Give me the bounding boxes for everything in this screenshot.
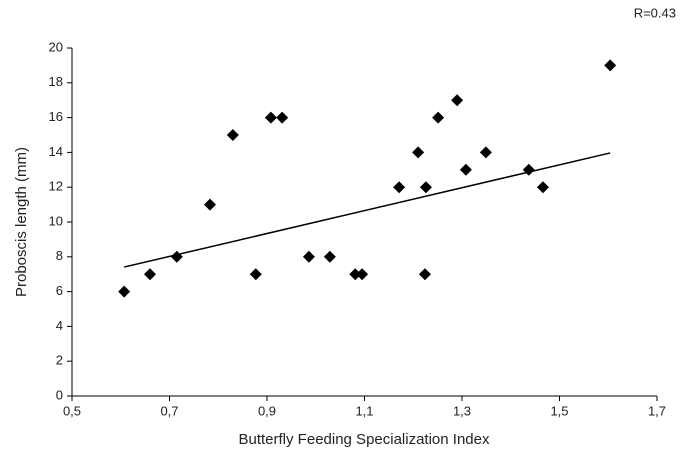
y-tick-label: 12 [49,179,63,194]
y-tick-label: 18 [49,74,63,89]
y-tick-label: 10 [49,213,63,228]
x-tick-label: 0,7 [160,403,178,418]
x-axis-title: Butterfly Feeding Specialization Index [239,431,490,448]
annotation: R=0.43 [634,5,676,20]
point [604,59,617,72]
point [356,268,369,281]
x-tick-label: 1,7 [648,403,666,418]
point [264,111,277,124]
y-tick-label: 14 [49,144,63,159]
y-tick-label: 16 [49,109,63,124]
y-tick-label: 0 [56,387,63,402]
point [451,94,464,107]
y-axis-title: Proboscis length (mm) [13,147,30,297]
point [118,285,131,298]
point [419,181,432,194]
y-tick-label: 20 [49,39,63,54]
point [459,163,472,176]
x-tick-label: 0,5 [63,403,81,418]
point [170,250,183,263]
point [418,268,431,281]
x-tick-label: 0,9 [258,403,276,418]
point [323,250,336,263]
point [536,181,549,194]
point [349,268,362,281]
point [226,129,239,141]
point [144,268,156,281]
point [432,111,445,124]
point [412,146,425,159]
y-tick-label: 2 [56,353,63,368]
trend-line [123,152,611,268]
point [276,111,289,124]
point [479,146,492,159]
point [203,198,216,211]
y-tick-label: 8 [56,248,63,263]
point [249,268,262,281]
point [302,250,315,263]
y-tick-label: 4 [56,318,63,333]
point [522,163,535,176]
y-tick-label: 6 [56,283,63,298]
x-tick-label: 1,3 [453,403,471,418]
point [393,181,406,194]
x-tick-label: 1,5 [550,403,568,418]
x-tick-label: 1,1 [355,403,373,418]
